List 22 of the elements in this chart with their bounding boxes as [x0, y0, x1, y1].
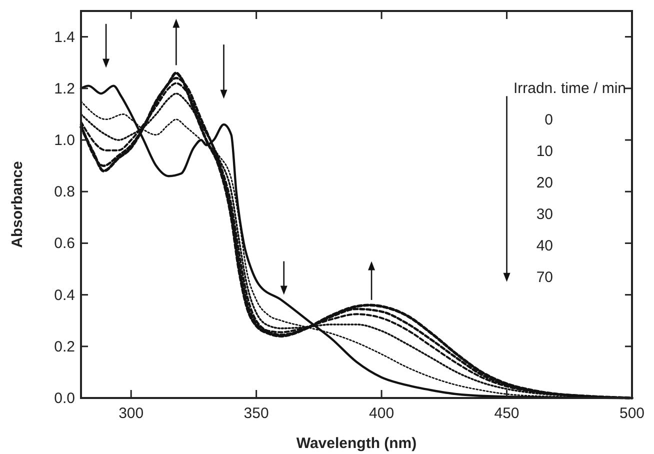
y-tick-label: 0.6: [54, 235, 75, 252]
x-tick-label: 300: [118, 405, 144, 422]
x-tick-label: 450: [494, 405, 520, 422]
x-tick-label: 400: [369, 405, 394, 422]
annotation: 20: [536, 174, 553, 192]
y-tick-label: 1.2: [54, 80, 75, 98]
annotation: 10: [536, 143, 553, 160]
annotation: 40: [536, 238, 553, 254]
x-axis-title: Wavelength (nm): [296, 435, 417, 452]
x-tick-label: 350: [244, 405, 269, 422]
annotation: 30: [536, 206, 553, 223]
y-tick-label: 0.2: [54, 338, 75, 356]
y-tick-label: 0.4: [54, 286, 75, 304]
x-tick-label: 500: [619, 405, 645, 422]
annotation: 0: [544, 112, 553, 128]
y-tick-label: 1.0: [54, 132, 75, 149]
annotation: Irradn. time / min: [513, 80, 626, 97]
y-tick-label: 0.8: [54, 184, 75, 201]
y-axis-title: Absorbance: [9, 161, 26, 248]
y-tick-label: 1.4: [54, 28, 75, 46]
y-tick-label: 0.0: [54, 390, 75, 407]
annotation: 70: [536, 269, 553, 286]
